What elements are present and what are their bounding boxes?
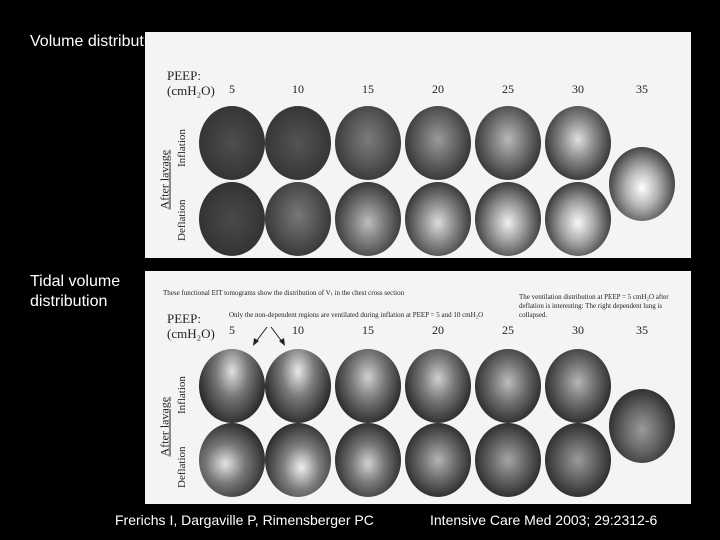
peep-value: 5	[229, 82, 235, 96]
eit-tomogram	[475, 349, 541, 423]
eit-tomogram	[545, 182, 611, 256]
eit-tomogram	[265, 423, 331, 497]
eit-tomogram	[265, 182, 331, 256]
deflation-row-label: Deflation	[176, 446, 188, 488]
eit-tomogram	[405, 423, 471, 497]
eit-tomogram	[475, 423, 541, 497]
inflation-row-label: Inflation	[176, 376, 188, 414]
deflation-row-label: Deflation	[176, 199, 188, 241]
peep-value: 15	[362, 82, 374, 96]
eit-tomogram	[199, 106, 265, 180]
peep-value: 20	[432, 82, 444, 96]
eit-tomogram	[545, 349, 611, 423]
eit-tomogram	[545, 106, 611, 180]
eit-tomogram	[199, 423, 265, 497]
eit-tomogram	[405, 182, 471, 256]
peep-label: PEEP: (cmH₂O)	[167, 311, 215, 341]
eit-tomogram	[609, 147, 675, 221]
eit-tomogram	[475, 182, 541, 256]
peep-value: 30	[572, 82, 584, 96]
peep-value: 10	[292, 82, 304, 96]
tidal-note-top: These functional EIT tomograms show the …	[163, 289, 405, 297]
peep-value: 15	[362, 323, 374, 337]
eit-tomogram	[475, 106, 541, 180]
eit-tomogram	[335, 349, 401, 423]
peep-value: 30	[572, 323, 584, 337]
eit-tomogram	[545, 423, 611, 497]
peep-value: 25	[502, 323, 514, 337]
eit-tomogram	[405, 349, 471, 423]
peep-value: 35	[636, 323, 648, 337]
peep-value: 20	[432, 323, 444, 337]
after-lavage-axis-label: After lavage	[157, 396, 172, 457]
inflation-row-label: Inflation	[176, 129, 188, 167]
tidal-note-right: The ventilation distribution at PEEP = 5…	[519, 293, 669, 319]
peep-value: 35	[636, 82, 648, 96]
peep-value: 10	[292, 323, 304, 337]
tidal-note-middle: Only the non-dependent regions are venti…	[229, 311, 484, 319]
after-lavage-axis-label: After lavage	[157, 149, 172, 210]
citation-authors: Frerichs I, Dargaville P, Rimensberger P…	[115, 512, 374, 528]
eit-tomogram	[199, 182, 265, 256]
eit-tomogram	[265, 106, 331, 180]
peep-value: 5	[229, 323, 235, 337]
volume-distribution-figure: PEEP: (cmH₂O) After lavage Inflation Defl…	[145, 32, 691, 258]
peep-value: 25	[502, 82, 514, 96]
eit-tomogram	[335, 106, 401, 180]
peep-label: PEEP: (cmH₂O)	[167, 68, 215, 98]
eit-tomogram	[335, 182, 401, 256]
arrows-icon	[253, 326, 285, 346]
eit-tomogram	[265, 349, 331, 423]
citation-journal: Intensive Care Med 2003; 29:2312-6	[430, 512, 658, 528]
eit-tomogram	[405, 106, 471, 180]
tidal-volume-distribution-label: Tidal volume distribution	[30, 273, 121, 310]
tidal-volume-distribution-figure: These functional EIT tomograms show the …	[145, 271, 691, 504]
eit-tomogram	[609, 389, 675, 463]
volume-distribution-label: Volume distribution	[30, 33, 166, 50]
eit-tomogram	[335, 423, 401, 497]
eit-tomogram	[199, 349, 265, 423]
